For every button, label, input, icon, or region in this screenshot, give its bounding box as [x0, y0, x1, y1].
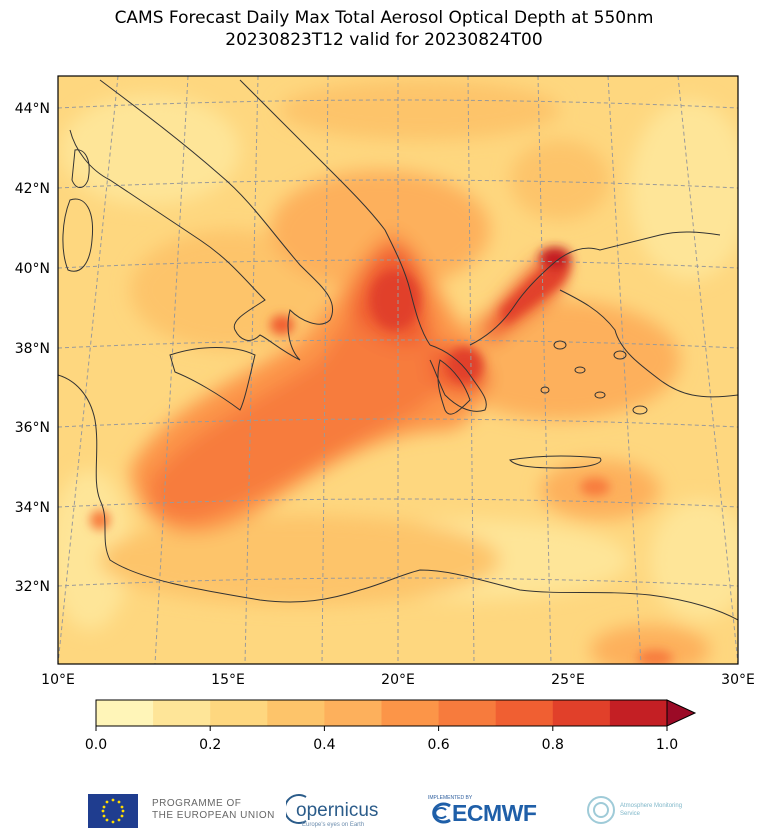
colorbar-cell — [324, 700, 382, 726]
lat-label: 42°N — [15, 181, 50, 197]
ecmwf-logo-text: ECMWF — [452, 800, 537, 826]
colorbar-tick-label: 0.0 — [85, 737, 107, 753]
colorbar: 0.0 0.2 0.4 0.6 0.8 1.0 — [85, 699, 697, 753]
colorbar-cell — [267, 700, 325, 726]
colorbar-cell — [552, 700, 611, 726]
longitude-labels: 10°E 15°E 20°E 25°E 30°E — [41, 672, 755, 688]
lon-label: 20°E — [381, 672, 415, 688]
lat-label: 34°N — [15, 500, 50, 516]
colorbar-cell — [438, 700, 497, 726]
colorbar-cell — [609, 700, 668, 726]
lat-label: 36°N — [15, 420, 50, 436]
map-title: CAMS Forecast Daily Max Total Aerosol Op… — [114, 8, 654, 28]
colorbar-extend-arrow — [666, 699, 697, 727]
lon-label: 15°E — [211, 672, 245, 688]
aerosol-map: 44°N 42°N 40°N 38°N 36°N 34°N 32°N 10°E … — [15, 75, 755, 753]
colorbar-cell — [381, 700, 440, 726]
lon-label: 30°E — [721, 672, 755, 688]
eu-line-1: PROGRAMME OF — [152, 798, 242, 809]
copernicus-logo-text: opernicus — [296, 800, 379, 821]
coastlines — [58, 79, 738, 621]
lon-label: 25°E — [551, 672, 585, 688]
copernicus-c-icon — [286, 794, 307, 824]
copernicus-tagline: Europe's eyes on Earth — [302, 822, 365, 828]
latitude-labels: 44°N 42°N 40°N 38°N 36°N 34°N 32°N — [15, 101, 50, 595]
lat-label: 38°N — [15, 341, 50, 357]
cams-logo-text: Atmosphere Monitoring Service — [620, 803, 683, 817]
colorbar-cell — [96, 700, 154, 726]
colorbar-cell — [495, 700, 554, 726]
lat-label: 44°N — [15, 101, 50, 117]
eu-line-2: THE EUROPEAN UNION — [152, 810, 275, 821]
colorbar-tick-label: 0.6 — [427, 737, 449, 753]
lon-label: 10°E — [41, 672, 75, 688]
map-subtitle: 20230823T12 valid for 20230824T00 — [225, 30, 543, 50]
lat-label: 40°N — [15, 261, 50, 277]
colorbar-tick-label: 0.2 — [199, 737, 221, 753]
ecmwf-implemented-by: IMPLEMENTED BY — [428, 795, 473, 801]
eu-flag-logo — [88, 794, 138, 828]
aerosol-field — [58, 76, 738, 664]
map-frame — [57, 75, 739, 665]
colorbar-tick-label: 0.8 — [542, 737, 564, 753]
cams-logo-icon — [587, 796, 615, 824]
ecmwf-icon — [432, 802, 451, 824]
colorbar-cell — [153, 700, 211, 726]
colorbar-tick-label: 1.0 — [656, 737, 678, 753]
colorbar-tick-label: 0.4 — [313, 737, 335, 753]
eu-programme-text: PROGRAMME OF THE EUROPEAN UNION — [152, 798, 275, 822]
colorbar-cell — [210, 700, 268, 726]
logo-bar: PROGRAMME OF THE EUROPEAN UNION opernicu… — [0, 780, 768, 839]
lat-label: 32°N — [15, 579, 50, 595]
